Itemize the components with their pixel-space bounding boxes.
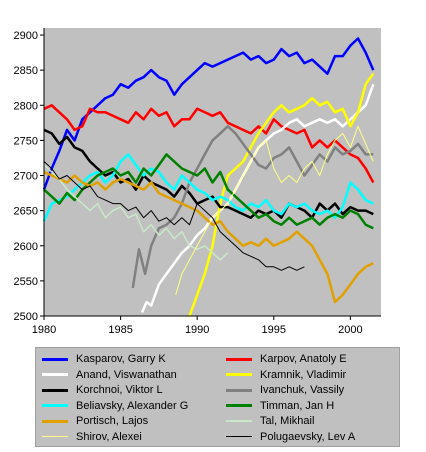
legend-swatch xyxy=(226,420,252,422)
legend-item: Timman, Jan H xyxy=(226,400,334,412)
y-tick-label: 2550 xyxy=(14,276,38,288)
x-tick-label: 1995 xyxy=(262,324,286,336)
legend-label: Beliavsky, Alexander G xyxy=(76,399,189,412)
series-line-11 xyxy=(43,161,305,271)
legend-swatch xyxy=(226,388,252,392)
legend-swatch xyxy=(42,436,68,437)
legend-swatch xyxy=(42,373,68,376)
legend-swatch xyxy=(226,436,252,437)
legend-swatch xyxy=(42,404,68,407)
legend-item: Karpov, Anatoly E xyxy=(226,353,347,365)
legend-item: Tal, Mikhail xyxy=(226,415,314,427)
legend-label: Tal, Mikhail xyxy=(260,415,315,427)
legend-item: Kramnik, Vladimir xyxy=(226,369,346,381)
legend-item: Polugaevsky, Lev A xyxy=(226,431,355,443)
legend-label: Ivanchuk, Vassily xyxy=(260,384,345,396)
legend-item: Beliavsky, Alexander G xyxy=(42,400,188,412)
legend-label: Shirov, Alexei xyxy=(76,430,142,443)
legend-swatch xyxy=(226,404,252,407)
y-tick-label: 2900 xyxy=(14,30,38,42)
x-tick-label: 1985 xyxy=(108,324,132,336)
y-tick-label: 2800 xyxy=(14,100,38,112)
x-tick-label: 1980 xyxy=(32,324,56,336)
legend-label: Karpov, Anatoly E xyxy=(260,353,347,365)
legend-label: Portisch, Lajos xyxy=(76,415,149,427)
y-tick-label: 2650 xyxy=(14,206,38,218)
chart-svg: 2500 2550 2600 2650 2700 2750 2800 2850 2900 1980… xyxy=(14,28,381,336)
legend-label: Polugaevsky, Lev A xyxy=(260,430,356,443)
plot-background xyxy=(44,28,381,316)
x-tick-label: 2000 xyxy=(338,324,362,336)
legend-item: Anand, Viswanathan xyxy=(42,369,177,381)
series-line-0 xyxy=(42,37,375,191)
y-tick-label: 2850 xyxy=(14,65,38,77)
legend-item: Portisch, Lajos xyxy=(42,415,148,427)
y-tick-label: 2750 xyxy=(14,135,38,147)
y-tick-label: 2700 xyxy=(14,171,38,183)
series-line-5 xyxy=(131,125,374,289)
series-line-7 xyxy=(43,153,374,230)
legend-swatch xyxy=(42,388,68,392)
series-line-3 xyxy=(188,72,375,317)
x-tick-label: 1990 xyxy=(185,324,209,336)
legend-label: Korchnoi, Viktor L xyxy=(76,384,163,396)
series-line-9 xyxy=(43,164,229,261)
legend-label: Anand, Viswanathan xyxy=(76,368,177,381)
y-tick-label: 2600 xyxy=(14,241,38,253)
legend-swatch xyxy=(226,373,252,376)
axis-layer: 2500 2550 2600 2650 2700 2750 2800 2850 2900 1980… xyxy=(14,28,381,336)
legend-item: Shirov, Alexei xyxy=(42,431,142,443)
legend-swatch xyxy=(226,357,252,361)
legend-item: Kasparov, Garry K xyxy=(42,353,166,365)
legend-label: Timman, Jan H xyxy=(260,399,335,412)
legend-item: Ivanchuk, Vassily xyxy=(226,384,344,396)
legend-label: Kramnik, Vladimir xyxy=(260,368,347,381)
legend-swatch xyxy=(42,357,68,361)
legend: Kasparov, Garry K Karpov, Anatoly E Anand,… xyxy=(35,347,400,447)
series-layer xyxy=(42,37,375,317)
legend-label: Kasparov, Garry K xyxy=(76,353,166,365)
series-line-8 xyxy=(43,170,374,304)
legend-swatch xyxy=(42,419,68,423)
series-line-4 xyxy=(43,128,374,219)
legend-item: Korchnoi, Viktor L xyxy=(42,384,163,396)
y-tick-label: 2500 xyxy=(14,311,38,323)
series-line-1 xyxy=(43,104,375,184)
series-line-10 xyxy=(175,125,374,296)
